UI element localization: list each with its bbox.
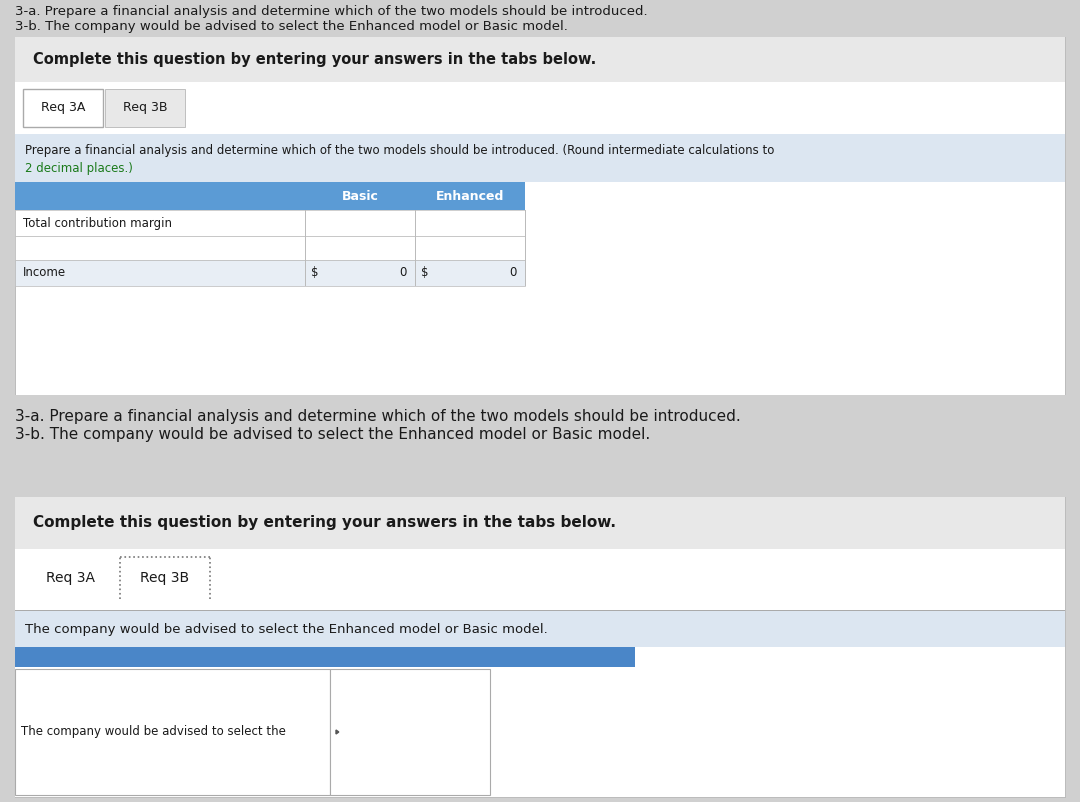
Text: Income: Income xyxy=(23,266,66,280)
Bar xyxy=(15,647,635,667)
Text: 3-a. Prepare a financial analysis and determine which of the two models should b: 3-a. Prepare a financial analysis and de… xyxy=(15,409,741,424)
Text: Basic: Basic xyxy=(341,189,378,202)
Bar xyxy=(15,210,525,236)
Bar xyxy=(15,549,1065,611)
Bar xyxy=(105,89,185,127)
Text: 3-b. The company would be advised to select the Enhanced model or Basic model.: 3-b. The company would be advised to sel… xyxy=(15,427,650,442)
Text: 0: 0 xyxy=(510,266,517,280)
Bar xyxy=(15,647,1065,797)
Bar xyxy=(15,260,525,286)
Text: Req 3B: Req 3B xyxy=(140,571,190,585)
Text: Prepare a financial analysis and determine which of the two models should be int: Prepare a financial analysis and determi… xyxy=(25,144,774,157)
Bar xyxy=(23,89,103,127)
Text: $: $ xyxy=(421,266,429,280)
Text: 2 decimal places.): 2 decimal places.) xyxy=(25,162,133,175)
Bar xyxy=(15,182,525,210)
Bar xyxy=(15,82,1065,134)
Text: Enhanced: Enhanced xyxy=(436,189,504,202)
Bar xyxy=(15,497,1065,549)
Bar xyxy=(15,37,1065,82)
Bar xyxy=(15,611,1065,647)
Text: Req 3B: Req 3B xyxy=(123,102,167,115)
Polygon shape xyxy=(336,730,339,734)
Text: $: $ xyxy=(311,266,319,280)
Text: Req 3A: Req 3A xyxy=(45,571,95,585)
Text: Complete this question by entering your answers in the tabs below.: Complete this question by entering your … xyxy=(33,516,616,530)
Bar xyxy=(15,610,1065,611)
Bar xyxy=(15,236,525,260)
Text: The company would be advised to select the Enhanced model or Basic model.: The company would be advised to select t… xyxy=(25,622,548,635)
Text: Total contribution margin: Total contribution margin xyxy=(23,217,172,229)
Bar xyxy=(330,669,490,795)
Text: Complete this question by entering your answers in the tabs below.: Complete this question by entering your … xyxy=(33,52,596,67)
Text: 0: 0 xyxy=(400,266,407,280)
Text: 3-b. The company would be advised to select the Enhanced model or Basic model.: 3-b. The company would be advised to sel… xyxy=(15,20,568,33)
Bar xyxy=(0,395,1080,402)
Text: 3-a. Prepare a financial analysis and determine which of the two models should b: 3-a. Prepare a financial analysis and de… xyxy=(15,5,648,18)
Text: The company would be advised to select the: The company would be advised to select t… xyxy=(21,726,286,739)
Text: Req 3A: Req 3A xyxy=(41,102,85,115)
Bar xyxy=(15,37,1065,395)
Bar xyxy=(15,669,330,795)
Bar xyxy=(15,134,1065,182)
Bar xyxy=(15,497,1065,797)
